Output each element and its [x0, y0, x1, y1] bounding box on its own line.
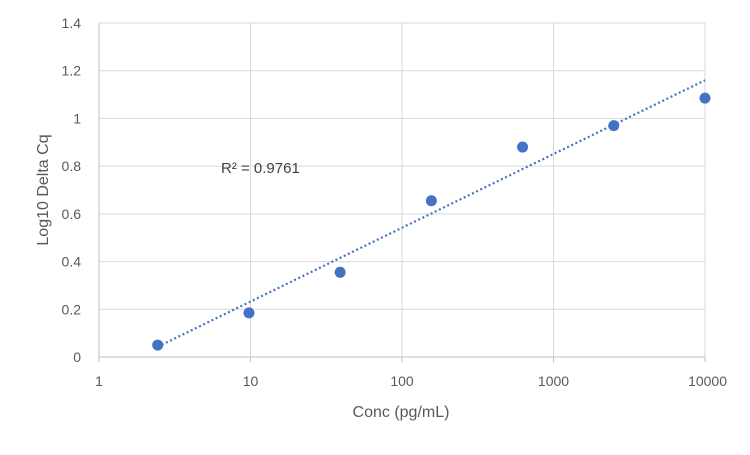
data-point [243, 307, 255, 319]
point-layer [152, 92, 711, 351]
grid-layer [99, 22, 706, 357]
x-tick-label: 1000 [538, 373, 569, 389]
data-point [425, 195, 437, 207]
label-layer: 0 0.2 0.4 0.6 0.8 1 1.2 1.4 1 10 100 1000 10000 [62, 15, 728, 389]
data-point [517, 141, 529, 153]
y-tick-label: 1 [73, 110, 81, 126]
y-tick-label: 0.4 [62, 254, 82, 270]
y-tick-label: 0.2 [62, 301, 82, 317]
y-tick-label: 0.6 [62, 206, 82, 222]
x-tick-label: 100 [390, 373, 414, 389]
x-tick-label: 10000 [688, 373, 727, 389]
y-tick-label: 1.2 [62, 63, 82, 79]
data-point [608, 120, 620, 132]
data-point [334, 266, 346, 278]
y-tick-label: 0 [73, 349, 81, 365]
x-tick-label: 1 [95, 373, 103, 389]
y-tick-label: 0.8 [62, 158, 82, 174]
data-point [152, 339, 164, 351]
y-axis-title: Log10 Delta Cq [35, 134, 52, 245]
y-tick-label: 1.4 [62, 15, 82, 31]
axis-layer [98, 23, 706, 362]
x-axis-title: Conc (pg/mL) [353, 404, 450, 421]
data-point [699, 92, 711, 104]
r-squared-annotation: R² = 0.9761 [221, 160, 300, 177]
x-tick-label: 10 [243, 373, 259, 389]
